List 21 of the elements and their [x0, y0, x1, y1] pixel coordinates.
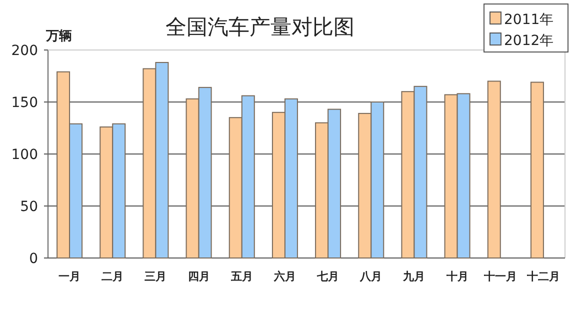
y-tick-label: 0: [29, 251, 38, 267]
x-tick-label: 四月: [188, 270, 210, 283]
x-tick-label: 十二月: [526, 270, 560, 283]
x-tick-label: 二月: [102, 270, 124, 283]
y-tick-label: 150: [11, 95, 38, 111]
legend-label: 2012年: [504, 33, 554, 49]
y-tick-label: 50: [20, 199, 38, 215]
x-tick-label: 三月: [144, 270, 167, 283]
x-tick-label: 八月: [359, 270, 382, 283]
x-tick-label: 七月: [316, 270, 340, 283]
x-tick-label: 一月: [58, 270, 81, 283]
y-tick-label: 100: [11, 147, 38, 163]
x-tick-label: 九月: [402, 270, 426, 283]
y-axis-title: 万辆: [45, 29, 72, 44]
x-tick-label: 十一月: [482, 270, 517, 283]
x-tick-label: 五月: [230, 270, 253, 283]
x-tick-label: 十月: [445, 270, 468, 283]
y-tick-label: 200: [11, 43, 38, 59]
legend-label: 2011年: [504, 12, 554, 28]
chart-title: 全国汽车产量对比图: [166, 15, 354, 39]
x-tick-label: 六月: [272, 270, 296, 283]
